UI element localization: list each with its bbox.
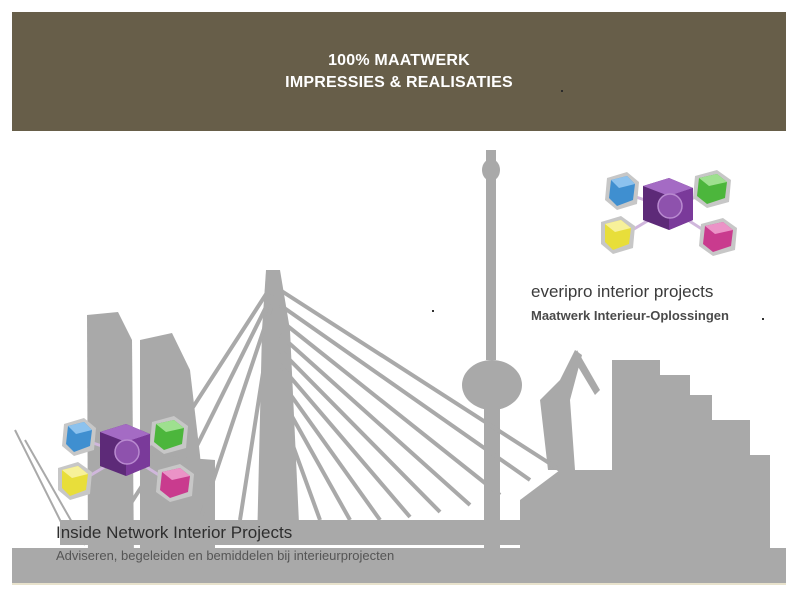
company-block-inside-network: Inside Network Interior Projects Adviser… (56, 522, 394, 563)
stray-dot (432, 310, 434, 312)
everipro-logo-icon (601, 170, 737, 256)
company-name: Inside Network Interior Projects (56, 523, 293, 542)
company-name: everipro interior projects (531, 282, 714, 301)
company-block-everipro: everipro interior projects Maatwerk Inte… (531, 281, 729, 323)
stray-dot (762, 318, 764, 320)
rotterdam-skyline-image (12, 150, 786, 585)
banner-title: 100% MAATWERK (328, 51, 470, 69)
banner-dot (561, 90, 563, 92)
header-banner: 100% MAATWERK IMPRESSIES & REALISATIES (12, 12, 786, 131)
banner-subtitle: IMPRESSIES & REALISATIES (285, 73, 513, 91)
inside-network-logo-icon (58, 416, 194, 502)
company-tagline: Maatwerk Interieur-Oplossingen (531, 308, 729, 323)
company-tagline: Adviseren, begeleiden en bemiddelen bij … (56, 548, 395, 563)
